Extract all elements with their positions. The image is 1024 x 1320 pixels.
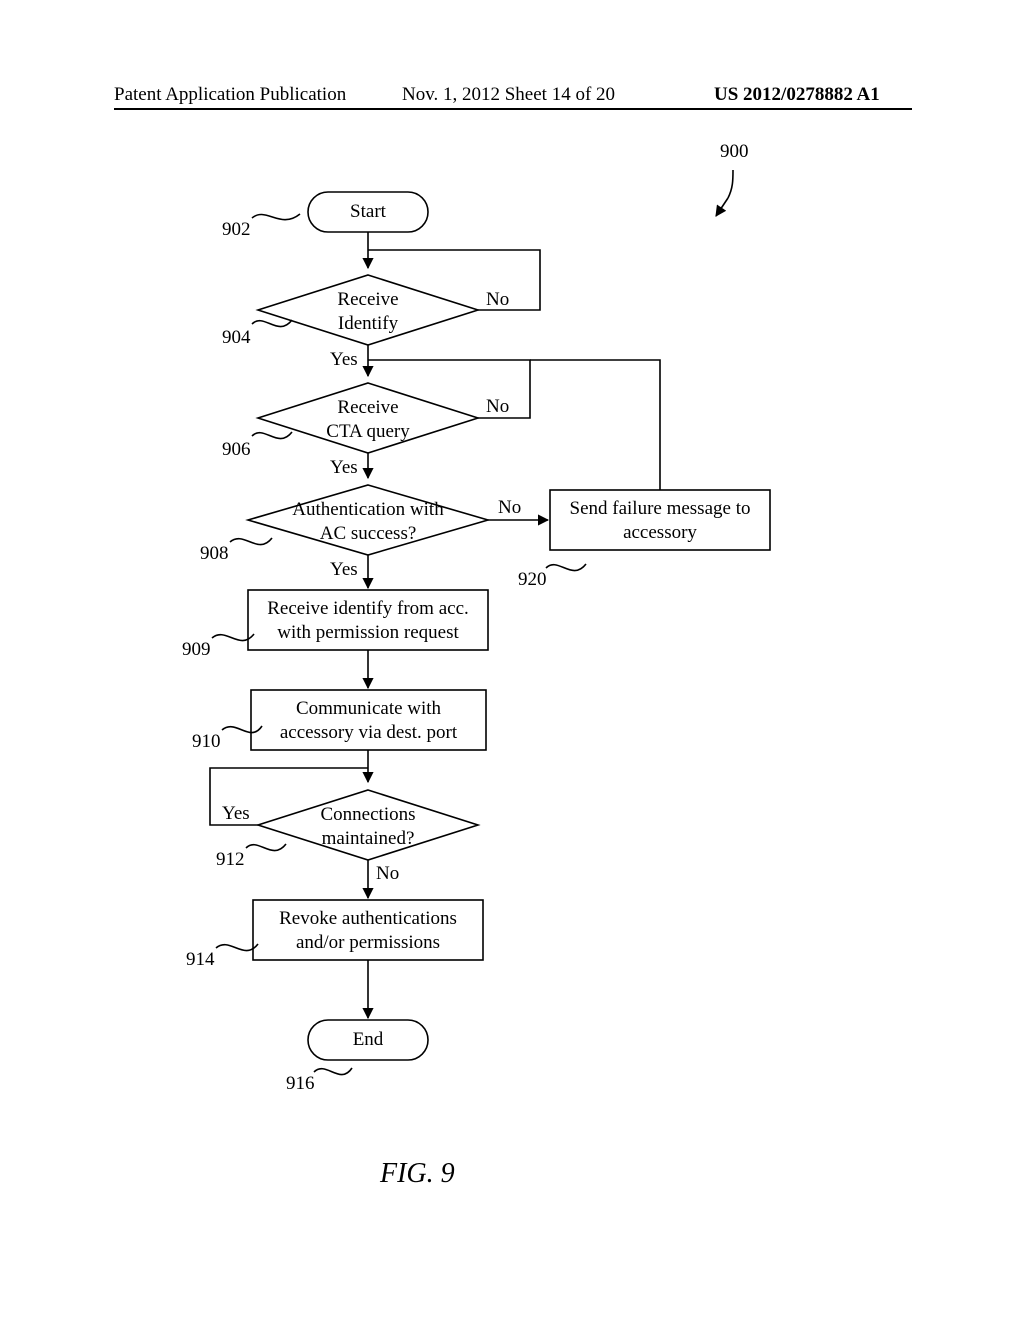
n908-no: No (498, 496, 521, 520)
n909-label: Receive identify from acc. with permissi… (248, 597, 488, 645)
ref-909: 909 (182, 638, 211, 662)
flowchart-canvas (0, 0, 1024, 1320)
ref-902: 902 (222, 218, 251, 242)
ref-920-leader (546, 564, 586, 571)
n908-yes: Yes (330, 558, 358, 582)
ref-916-leader (314, 1068, 352, 1075)
n912-label: Connections maintained? (258, 803, 478, 851)
n910-label: Communicate with accessory via dest. por… (251, 697, 486, 745)
n904-yes: Yes (330, 348, 358, 372)
ref-914: 914 (186, 948, 215, 972)
ref-902-leader (252, 214, 300, 220)
n914-label: Revoke authentications and/or permission… (253, 907, 483, 955)
ref-910: 910 (192, 730, 221, 754)
n904-no: No (486, 288, 509, 312)
n906-label: Receive CTA query (258, 396, 478, 444)
edge-920-loop (530, 360, 660, 490)
ref-900-arrow (716, 198, 728, 216)
n904-label: Receive Identify (258, 288, 478, 336)
ref-900: 900 (720, 140, 749, 164)
page: Patent Application Publication Nov. 1, 2… (0, 0, 1024, 1320)
end-label: End (308, 1028, 428, 1052)
n920-label: Send failure message to accessory (550, 497, 770, 545)
ref-900-leader (728, 170, 733, 198)
n912-yes: Yes (222, 802, 250, 826)
start-label: Start (308, 200, 428, 224)
n912-no: No (376, 862, 399, 886)
ref-914-leader (216, 944, 258, 951)
ref-916: 916 (286, 1072, 315, 1096)
ref-920: 920 (518, 568, 547, 592)
n906-yes: Yes (330, 456, 358, 480)
ref-912: 912 (216, 848, 245, 872)
ref-908: 908 (200, 542, 229, 566)
n908-label: Authentication with AC success? (248, 498, 488, 546)
n906-no: No (486, 395, 509, 419)
ref-906: 906 (222, 438, 251, 462)
figure-label: FIG. 9 (380, 1158, 455, 1190)
ref-904: 904 (222, 326, 251, 350)
